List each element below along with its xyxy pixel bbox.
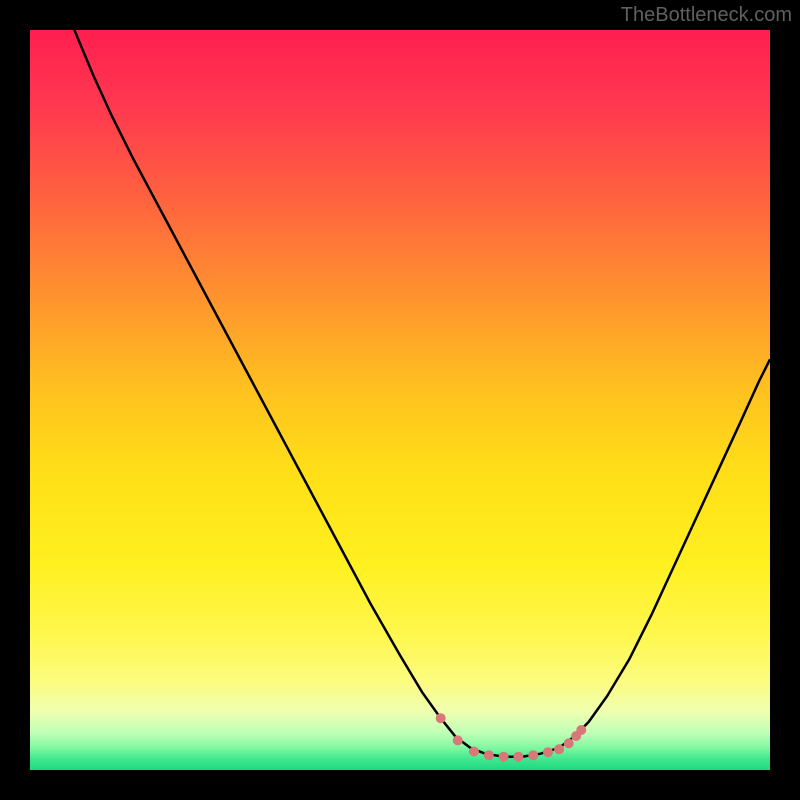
gradient-background [30, 30, 770, 770]
watermark-text: TheBottleneck.com [621, 4, 792, 27]
